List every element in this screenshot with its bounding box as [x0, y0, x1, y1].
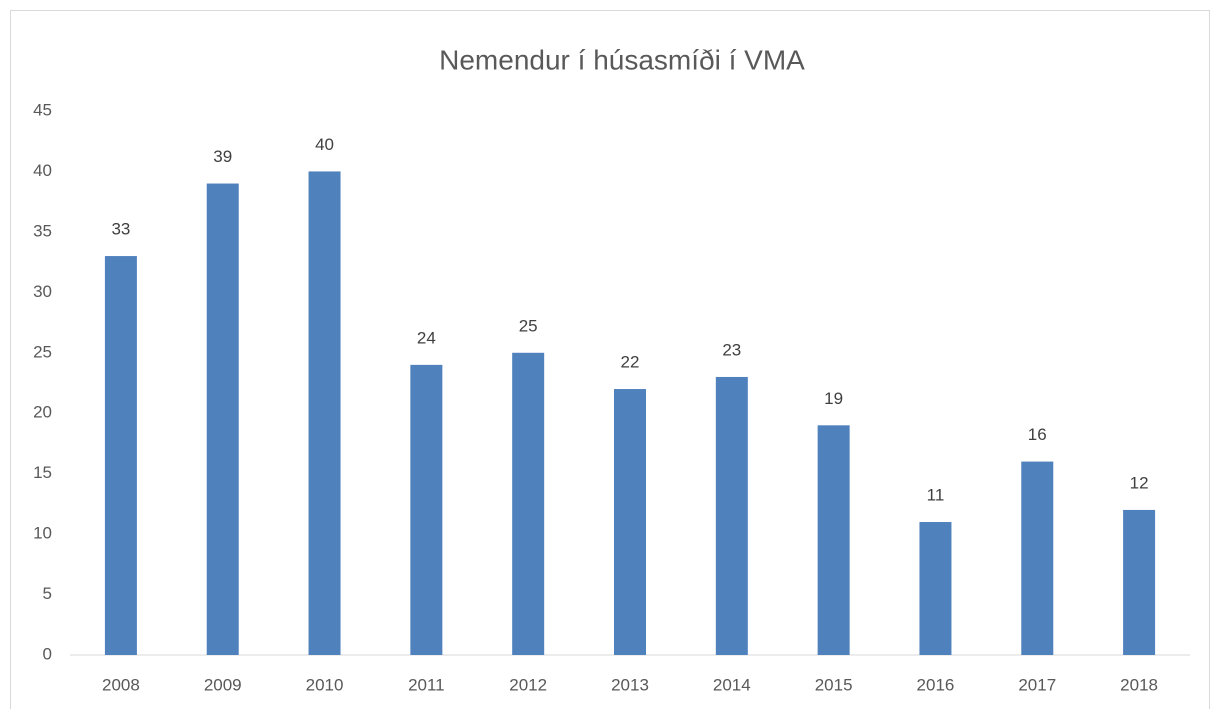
y-tick-label: 40: [33, 161, 52, 180]
y-tick-label: 10: [33, 524, 52, 543]
y-tick-label: 20: [33, 403, 52, 422]
data-label: 25: [519, 316, 538, 335]
data-label: 23: [722, 340, 741, 359]
data-label: 16: [1028, 425, 1047, 444]
x-tick-label: 2017: [1018, 675, 1056, 694]
data-label: 12: [1130, 473, 1149, 492]
bar: [614, 389, 646, 655]
y-tick-label: 30: [33, 282, 52, 301]
data-label: 22: [621, 353, 640, 372]
x-tick-label: 2018: [1120, 675, 1158, 694]
y-tick-label: 45: [33, 100, 52, 119]
x-tick-label: 2015: [815, 675, 853, 694]
chart-title: Nemendur í húsasmíði í VMA: [439, 44, 805, 75]
x-tick-label: 2012: [509, 675, 547, 694]
bar: [817, 425, 850, 655]
y-tick-label: 15: [33, 463, 52, 482]
data-label: 39: [213, 147, 232, 166]
y-tick-label: 35: [33, 221, 52, 240]
y-tick-label: 0: [43, 644, 52, 663]
bar: [308, 171, 341, 655]
bar: [104, 256, 137, 655]
y-tick-label: 25: [33, 342, 52, 361]
x-tick-label: 2009: [204, 675, 242, 694]
bar: [512, 352, 545, 655]
x-tick-label: 2011: [408, 675, 445, 694]
bar: [715, 376, 748, 655]
y-tick-label: 5: [43, 584, 52, 603]
x-tick-label: 2013: [611, 675, 649, 694]
bar: [1123, 509, 1156, 655]
x-tick-label: 2016: [917, 675, 955, 694]
bar: [206, 183, 239, 656]
bar: [919, 522, 952, 655]
data-label: 33: [111, 220, 130, 239]
data-label: 40: [315, 135, 334, 154]
x-tick-label: 2014: [713, 675, 751, 694]
data-label: 19: [824, 389, 843, 408]
data-label: 24: [417, 328, 436, 347]
x-tick-label: 2008: [102, 675, 140, 694]
bar: [410, 364, 443, 655]
data-label: 11: [927, 486, 945, 505]
x-tick-label: 2010: [306, 675, 344, 694]
bar: [1021, 461, 1054, 655]
